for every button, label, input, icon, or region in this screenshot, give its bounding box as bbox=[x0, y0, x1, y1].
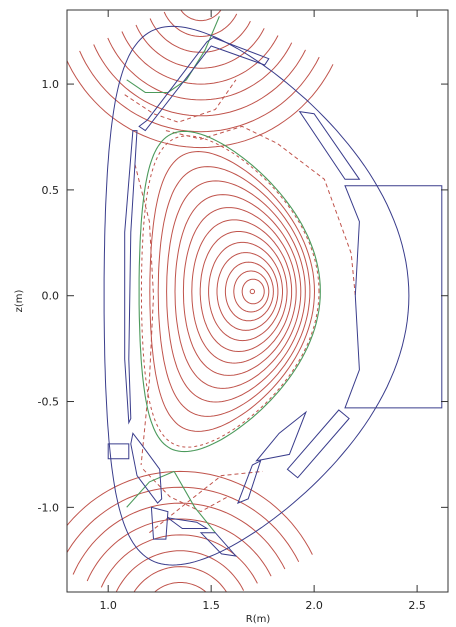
wall-tile bbox=[344, 185, 443, 409]
wall-tile bbox=[237, 459, 262, 504]
x-tick-label: 2.0 bbox=[305, 599, 323, 612]
flux-surface bbox=[191, 219, 293, 364]
separatrix bbox=[126, 16, 321, 534]
upper-external-flux-arc bbox=[79, 50, 320, 133]
upper-external-flux-arc bbox=[180, 10, 222, 22]
magnetic-axis-marker bbox=[249, 288, 256, 295]
plot-background bbox=[67, 10, 448, 592]
flux-surface bbox=[216, 252, 279, 331]
wall-tile bbox=[286, 409, 350, 479]
flux-surface bbox=[149, 150, 316, 432]
lower-external-flux-arc bbox=[115, 550, 245, 592]
flux-surface bbox=[224, 261, 274, 322]
scrape-off-flux-line bbox=[142, 468, 228, 513]
x-tick-label: 1.5 bbox=[202, 599, 220, 612]
lower-external-flux-arc bbox=[67, 486, 300, 563]
wall-tile bbox=[124, 130, 138, 425]
y-axis-title: z(m) bbox=[14, 290, 25, 313]
flux-contours bbox=[67, 10, 356, 613]
vessel-outline bbox=[103, 25, 410, 566]
flux-surface bbox=[140, 135, 320, 448]
plot-frame bbox=[66, 9, 449, 593]
x-tick-label: 2.5 bbox=[408, 599, 426, 612]
wall-tile bbox=[298, 110, 361, 180]
y-tick-label: 0.0 bbox=[42, 290, 60, 303]
separatrix-curve bbox=[138, 130, 321, 453]
wall-tile bbox=[130, 432, 163, 504]
flux-surface bbox=[199, 231, 288, 353]
x-tick-label: 1.0 bbox=[99, 599, 117, 612]
separatrix-lower-leg bbox=[126, 470, 175, 508]
lower-external-flux-arc bbox=[72, 502, 286, 575]
wall-tile bbox=[107, 443, 130, 460]
flux-surface bbox=[182, 207, 297, 376]
y-axis-ticks: 1.0 0.5 0.0 -0.5 -1.0 bbox=[38, 78, 448, 514]
wall-tile bbox=[138, 36, 270, 132]
upper-external-flux-arc bbox=[163, 11, 238, 38]
scrape-off-flux-line bbox=[124, 79, 237, 123]
wall-tile bbox=[255, 410, 308, 462]
upper-external-flux-arc bbox=[107, 37, 293, 101]
y-tick-label: -0.5 bbox=[38, 396, 59, 409]
y-tick-label: 1.0 bbox=[42, 78, 60, 91]
flux-surface bbox=[157, 166, 311, 417]
vessel-wall-and-tiles bbox=[103, 25, 443, 566]
upper-external-flux-arc bbox=[93, 44, 306, 117]
wall-tile bbox=[167, 517, 209, 529]
lower-external-flux-arc bbox=[67, 470, 313, 555]
x-axis-ticks: 1.0 1.5 2.0 2.5 bbox=[99, 10, 426, 612]
scrape-off-flux-line bbox=[134, 164, 155, 466]
y-tick-label: -1.0 bbox=[38, 501, 59, 514]
flux-surface bbox=[174, 194, 302, 389]
upper-external-flux-arc bbox=[135, 24, 265, 69]
wall-tile bbox=[199, 532, 238, 557]
x-axis-title: R(m) bbox=[246, 614, 271, 625]
upper-external-flux-arc bbox=[67, 59, 334, 149]
lower-external-flux-arc bbox=[153, 582, 207, 592]
separatrix-divertor-leg bbox=[173, 471, 216, 534]
flux-surface bbox=[241, 278, 265, 305]
flux-surface bbox=[166, 180, 306, 403]
y-tick-label: 0.5 bbox=[42, 184, 60, 197]
wall-tile bbox=[150, 506, 169, 540]
lower-external-flux-arc bbox=[100, 534, 258, 588]
lower-external-flux-arc bbox=[133, 566, 228, 592]
flux-surface bbox=[208, 241, 283, 342]
lower-external-flux-arc bbox=[158, 598, 203, 613]
separatrix-upper-leg bbox=[126, 16, 220, 94]
scrape-off-flux-line bbox=[165, 125, 356, 296]
flux-surface bbox=[233, 270, 270, 313]
